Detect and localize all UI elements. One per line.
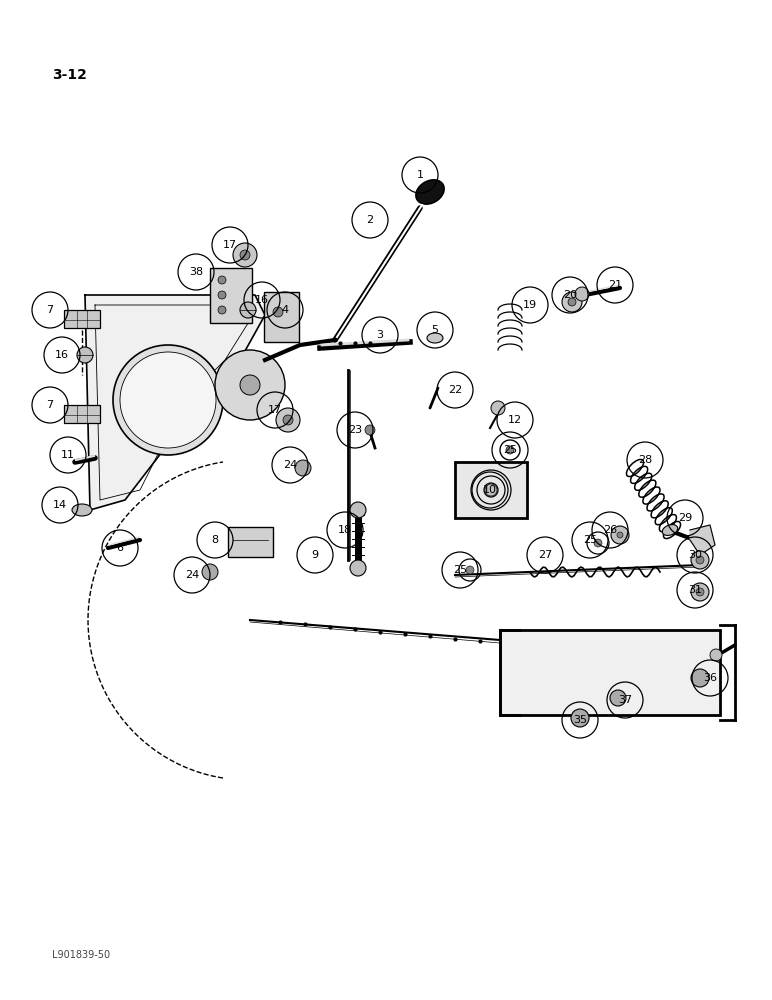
Text: 9: 9 bbox=[311, 550, 319, 560]
Text: 25: 25 bbox=[503, 445, 517, 455]
Text: 7: 7 bbox=[46, 305, 53, 315]
Text: 17: 17 bbox=[268, 405, 282, 415]
Bar bbox=[64, 310, 100, 328]
Ellipse shape bbox=[416, 180, 444, 204]
Circle shape bbox=[350, 502, 366, 518]
Ellipse shape bbox=[662, 525, 678, 535]
Circle shape bbox=[696, 588, 704, 596]
Text: 16: 16 bbox=[55, 350, 69, 360]
Circle shape bbox=[218, 276, 226, 284]
Bar bbox=[210, 268, 252, 323]
Text: 24: 24 bbox=[283, 460, 297, 470]
Text: 17: 17 bbox=[223, 240, 237, 250]
Text: 28: 28 bbox=[638, 455, 652, 465]
Polygon shape bbox=[85, 295, 265, 510]
Circle shape bbox=[276, 408, 300, 432]
Text: 30: 30 bbox=[688, 550, 702, 560]
Circle shape bbox=[710, 649, 722, 661]
Text: 5: 5 bbox=[432, 325, 438, 335]
Circle shape bbox=[568, 298, 576, 306]
Text: 22: 22 bbox=[448, 385, 462, 395]
Text: 38: 38 bbox=[189, 267, 203, 277]
Circle shape bbox=[571, 709, 589, 727]
Text: 27: 27 bbox=[538, 550, 552, 560]
Text: 16: 16 bbox=[255, 295, 269, 305]
Bar bbox=[264, 292, 299, 342]
Text: L901839-50: L901839-50 bbox=[52, 950, 110, 960]
Text: 37: 37 bbox=[618, 695, 632, 705]
Circle shape bbox=[691, 551, 709, 569]
Bar bbox=[455, 462, 527, 518]
Ellipse shape bbox=[72, 504, 92, 516]
Circle shape bbox=[202, 564, 218, 580]
Circle shape bbox=[617, 532, 623, 538]
Bar bbox=[228, 527, 273, 557]
Text: 24: 24 bbox=[185, 570, 199, 580]
Circle shape bbox=[273, 307, 283, 317]
Text: 19: 19 bbox=[523, 300, 537, 310]
Text: 3-12: 3-12 bbox=[52, 68, 87, 82]
Text: 23: 23 bbox=[348, 425, 362, 435]
Text: 7: 7 bbox=[46, 400, 53, 410]
Circle shape bbox=[691, 583, 709, 601]
Circle shape bbox=[594, 539, 602, 547]
Circle shape bbox=[283, 415, 293, 425]
Circle shape bbox=[240, 302, 256, 318]
Bar bbox=[64, 405, 100, 423]
Circle shape bbox=[485, 484, 497, 496]
Text: 14: 14 bbox=[53, 500, 67, 510]
Circle shape bbox=[365, 425, 375, 435]
Text: 36: 36 bbox=[703, 673, 717, 683]
Circle shape bbox=[506, 446, 514, 454]
Circle shape bbox=[218, 306, 226, 314]
Text: 12: 12 bbox=[508, 415, 522, 425]
Circle shape bbox=[233, 243, 257, 267]
Polygon shape bbox=[690, 525, 715, 555]
Ellipse shape bbox=[427, 333, 443, 343]
Circle shape bbox=[295, 460, 311, 476]
Text: 4: 4 bbox=[282, 305, 289, 315]
Text: 29: 29 bbox=[678, 513, 692, 523]
Text: 2: 2 bbox=[367, 215, 374, 225]
Text: 20: 20 bbox=[563, 290, 577, 300]
Circle shape bbox=[610, 690, 626, 706]
Text: 18: 18 bbox=[338, 525, 352, 535]
Text: 26: 26 bbox=[603, 525, 617, 535]
Circle shape bbox=[113, 345, 223, 455]
Text: 3: 3 bbox=[377, 330, 384, 340]
Text: 6: 6 bbox=[117, 543, 124, 553]
Text: 10: 10 bbox=[483, 485, 497, 495]
Circle shape bbox=[240, 375, 260, 395]
Circle shape bbox=[215, 350, 285, 420]
Circle shape bbox=[611, 526, 629, 544]
Circle shape bbox=[218, 291, 226, 299]
Circle shape bbox=[350, 560, 366, 576]
Circle shape bbox=[562, 292, 582, 312]
Text: 25: 25 bbox=[583, 535, 597, 545]
Circle shape bbox=[691, 669, 709, 687]
Text: 35: 35 bbox=[573, 715, 587, 725]
Circle shape bbox=[696, 556, 704, 564]
Text: 25: 25 bbox=[453, 565, 467, 575]
Text: 21: 21 bbox=[608, 280, 622, 290]
Bar bbox=[500, 630, 720, 715]
Text: 31: 31 bbox=[688, 585, 702, 595]
Text: 1: 1 bbox=[417, 170, 424, 180]
Circle shape bbox=[575, 287, 589, 301]
Circle shape bbox=[240, 250, 250, 260]
Text: 8: 8 bbox=[212, 535, 218, 545]
Circle shape bbox=[466, 566, 474, 574]
Text: 11: 11 bbox=[61, 450, 75, 460]
Circle shape bbox=[77, 347, 93, 363]
Circle shape bbox=[120, 352, 216, 448]
Circle shape bbox=[491, 401, 505, 415]
